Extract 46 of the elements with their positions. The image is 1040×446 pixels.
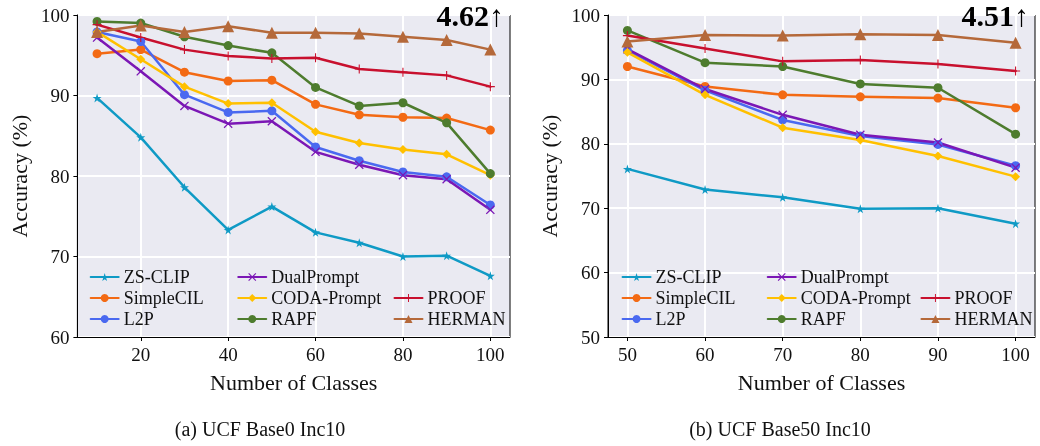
y-tick-label: 90 xyxy=(581,68,600,90)
legend-label: RAPF xyxy=(271,309,317,329)
x-tick-label: 40 xyxy=(218,344,238,365)
y-tick-label: 100 xyxy=(571,4,600,26)
y-tick-label: 80 xyxy=(50,165,70,187)
x-tick-label: 100 xyxy=(476,344,505,365)
x-tick-label: 60 xyxy=(306,344,326,365)
y-tick-label: 100 xyxy=(40,4,70,26)
y-tick-label: 60 xyxy=(581,262,600,284)
x-tick-label: 80 xyxy=(393,344,413,365)
x-tick-label: 70 xyxy=(773,344,793,365)
y-tick-label: 50 xyxy=(581,326,600,348)
x-tick-label: 20 xyxy=(131,344,151,365)
legend-label: PROOF xyxy=(427,288,486,308)
x-tick-label: 60 xyxy=(695,344,715,365)
legend-label: CODA-Prompt xyxy=(800,288,911,308)
legend-label: ZS-CLIP xyxy=(123,267,190,287)
x-tick-label: 100 xyxy=(1001,344,1030,365)
text: (a) UCF Base0 Inc10 xyxy=(174,418,346,441)
legend-label: HERMAN xyxy=(427,309,506,329)
y-tick-label: 60 xyxy=(50,326,70,348)
legend-label: PROOF xyxy=(954,288,1013,308)
x-tick-label: 80 xyxy=(850,344,870,365)
y-axis-title: Accuracy (%) xyxy=(6,114,32,238)
text: (b) UCF Base50 Inc10 xyxy=(689,418,871,441)
legend-label: SimpleCIL xyxy=(655,288,736,308)
legend-label: L2P xyxy=(655,309,686,329)
annotation: 4.51↑ xyxy=(961,0,1029,32)
legend-label: DualPrompt xyxy=(271,267,360,287)
x-axis-title: Number of Classes xyxy=(737,369,906,395)
legend-label: RAPF xyxy=(800,309,846,329)
legend-label: ZS-CLIP xyxy=(655,267,722,287)
legend-label: HERMAN xyxy=(954,309,1033,329)
y-tick-label: 70 xyxy=(50,246,70,267)
y-tick-label: 90 xyxy=(50,85,70,106)
y-tick-label: 70 xyxy=(581,197,600,219)
legend-label: SimpleCIL xyxy=(123,288,204,308)
x-tick-label: 50 xyxy=(617,344,637,365)
x-axis-title: Number of Classes xyxy=(209,369,378,395)
annotation: 4.62↑ xyxy=(436,0,504,32)
legend-label: DualPrompt xyxy=(800,267,889,287)
legend-label: CODA-Prompt xyxy=(271,288,382,308)
x-tick-label: 90 xyxy=(928,344,948,365)
legend-label: L2P xyxy=(123,309,154,329)
y-tick-label: 80 xyxy=(581,133,600,155)
y-axis-title: Accuracy (%) xyxy=(537,114,563,238)
